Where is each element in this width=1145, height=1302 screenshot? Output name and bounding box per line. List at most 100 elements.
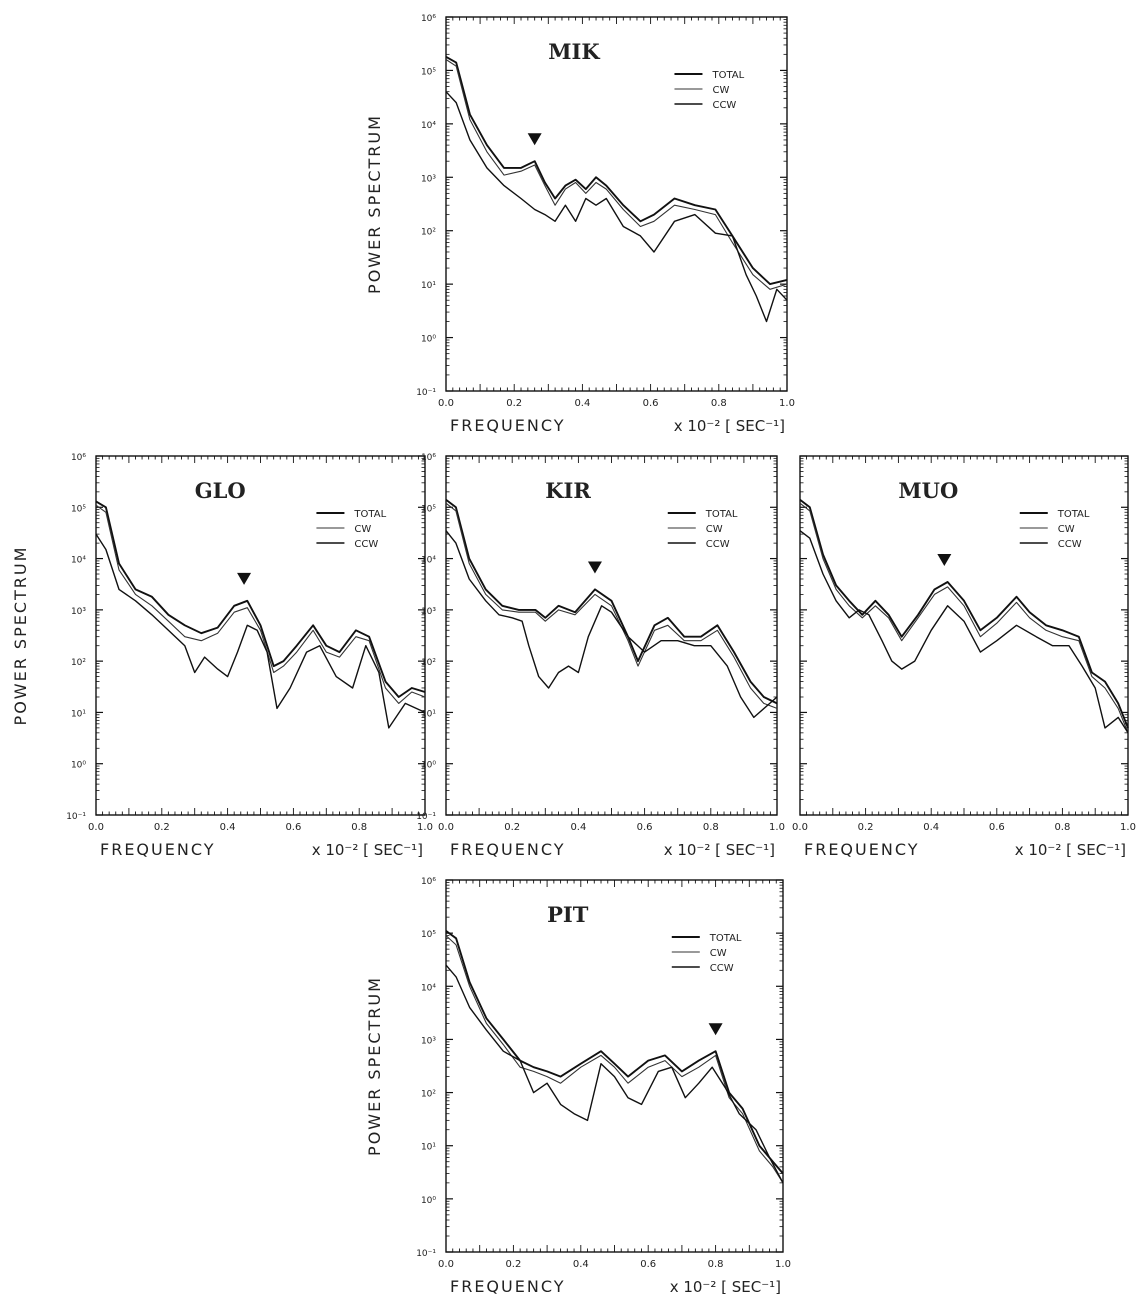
peak-marker-triangle (587, 561, 602, 574)
y-tick-label: 10³ (71, 607, 86, 617)
y-axis-label: POWER SPECTRUM (11, 546, 30, 726)
y-tick-label: 10³ (421, 607, 436, 617)
legend-label-total: TOTAL (353, 509, 386, 520)
series-line-ccw (445, 530, 778, 719)
legend-label-total: TOTAL (711, 70, 744, 81)
series-line-total (95, 500, 426, 698)
series-line-cw (799, 502, 1129, 734)
legend-label-cw: CW (1058, 524, 1075, 535)
y-tick-label: 10⁻¹ (416, 1249, 436, 1259)
station-title: KIR (545, 478, 591, 503)
x-axis-unit: x 10⁻² [ SEC⁻¹] (1015, 841, 1126, 859)
x-tick-label: 0.6 (989, 822, 1005, 833)
y-tick-label: 10⁻¹ (416, 388, 436, 398)
x-tick-label: 0.2 (858, 822, 874, 833)
x-tick-label: 0.8 (351, 822, 367, 833)
series-line-cw (445, 59, 788, 290)
y-tick-label: 10⁴ (421, 983, 436, 993)
legend-label-total: TOTAL (705, 509, 738, 520)
station-title: MUO (898, 478, 958, 503)
x-axis-label: FREQUENCY (450, 416, 565, 435)
y-tick-label: 10⁴ (421, 121, 436, 131)
y-tick-label: 10⁰ (421, 335, 436, 345)
x-tick-label: 0.0 (438, 1259, 454, 1270)
x-axis-label: FREQUENCY (450, 840, 565, 859)
x-tick-label: 0.2 (505, 1259, 521, 1270)
x-tick-label: 1.0 (417, 822, 433, 833)
x-tick-label: 0.8 (708, 1259, 724, 1270)
series-line-total (445, 499, 778, 705)
peak-marker-triangle (237, 572, 252, 585)
series-line-cw (95, 504, 426, 704)
series-line-ccw (445, 91, 788, 323)
y-tick-label: 10⁶ (71, 453, 86, 463)
peak-marker-triangle (937, 553, 952, 566)
x-tick-label: 0.0 (438, 822, 454, 833)
x-tick-label: 0.6 (637, 822, 653, 833)
y-tick-label: 10² (421, 1090, 436, 1100)
chart-pit: 10⁻¹ 10⁰ 10¹ 10² 10³ 10⁴ 10⁵ 10⁶ 0.0 0.2 0.4 0.6 0.8… (365, 877, 791, 1296)
x-tick-label: 0.8 (1054, 822, 1070, 833)
y-tick-label: 10¹ (71, 709, 86, 719)
x-tick-label: 0.4 (574, 398, 590, 409)
x-tick-label: 0.4 (220, 822, 236, 833)
y-tick-label: 10¹ (421, 709, 436, 719)
peak-marker-triangle (527, 133, 542, 146)
series-line-ccw (445, 964, 784, 1184)
x-tick-label: 0.0 (792, 822, 808, 833)
x-tick-label: 0.0 (438, 398, 454, 409)
y-tick-label: 10⁶ (421, 453, 436, 463)
peak-marker-triangle (708, 1023, 723, 1036)
station-title: MIK (548, 39, 600, 64)
series-line-total (445, 55, 788, 286)
y-axis-label: POWER SPECTRUM (365, 976, 384, 1156)
legend-label-ccw: CCW (354, 539, 378, 550)
x-tick-label: 0.4 (923, 822, 939, 833)
x-axis-label: FREQUENCY (100, 840, 215, 859)
y-tick-label: 10⁶ (421, 877, 436, 887)
x-tick-label: 0.0 (88, 822, 104, 833)
y-tick-label: 10² (421, 658, 436, 668)
station-title: GLO (195, 478, 246, 503)
legend-label-total: TOTAL (1057, 509, 1090, 520)
y-tick-label: 10⁰ (71, 761, 86, 771)
y-tick-label: 10⁰ (421, 761, 436, 771)
series-line-ccw (95, 533, 426, 729)
series-line-total (799, 499, 1129, 729)
x-tick-label: 0.2 (506, 398, 522, 409)
legend-label-ccw: CCW (710, 963, 734, 974)
y-tick-label: 10⁴ (71, 556, 86, 566)
legend-label-total: TOTAL (709, 933, 742, 944)
y-tick-label: 10¹ (421, 281, 436, 291)
x-axis-unit: x 10⁻² [ SEC⁻¹] (664, 841, 775, 859)
x-tick-label: 0.6 (640, 1259, 656, 1270)
chart-kir: 10⁻¹ 10⁰ 10¹ 10² 10³ 10⁴ 10⁵ 10⁶ 0.0 0.2 0.4 0.6 0.8… (416, 453, 785, 859)
x-tick-label: 0.4 (570, 822, 586, 833)
y-tick-label: 10⁵ (421, 930, 436, 940)
legend-label-cw: CW (710, 948, 727, 959)
y-tick-label: 10⁵ (421, 504, 436, 514)
chart-glo: 10⁻¹ 10⁰ 10¹ 10² 10³ 10⁴ 10⁵ 10⁶ 0.0 0.2 0.4 0.6 0.8… (11, 453, 433, 859)
legend-label-cw: CW (706, 524, 723, 535)
x-axis-label: FREQUENCY (450, 1277, 565, 1296)
x-tick-label: 1.0 (1120, 822, 1136, 833)
y-tick-label: 10⁶ (421, 14, 436, 24)
x-axis-unit: x 10⁻² [ SEC⁻¹] (674, 417, 785, 435)
x-tick-label: 1.0 (769, 822, 785, 833)
x-axis-unit: x 10⁻² [ SEC⁻¹] (312, 841, 423, 859)
y-tick-label: 10² (421, 228, 436, 238)
legend-label-ccw: CCW (706, 539, 730, 550)
y-tick-label: 10⁻¹ (416, 812, 436, 822)
series-line-total (445, 930, 784, 1175)
x-tick-label: 0.6 (643, 398, 659, 409)
y-tick-label: 10¹ (421, 1143, 436, 1153)
series-line-ccw (799, 530, 1129, 734)
x-tick-label: 0.4 (573, 1259, 589, 1270)
y-axis-label: POWER SPECTRUM (365, 114, 384, 294)
y-tick-label: 10³ (421, 1036, 436, 1046)
station-title: PIT (547, 902, 589, 927)
y-tick-label: 10⁻¹ (66, 812, 86, 822)
x-axis-label: FREQUENCY (804, 840, 919, 859)
x-tick-label: 0.8 (703, 822, 719, 833)
